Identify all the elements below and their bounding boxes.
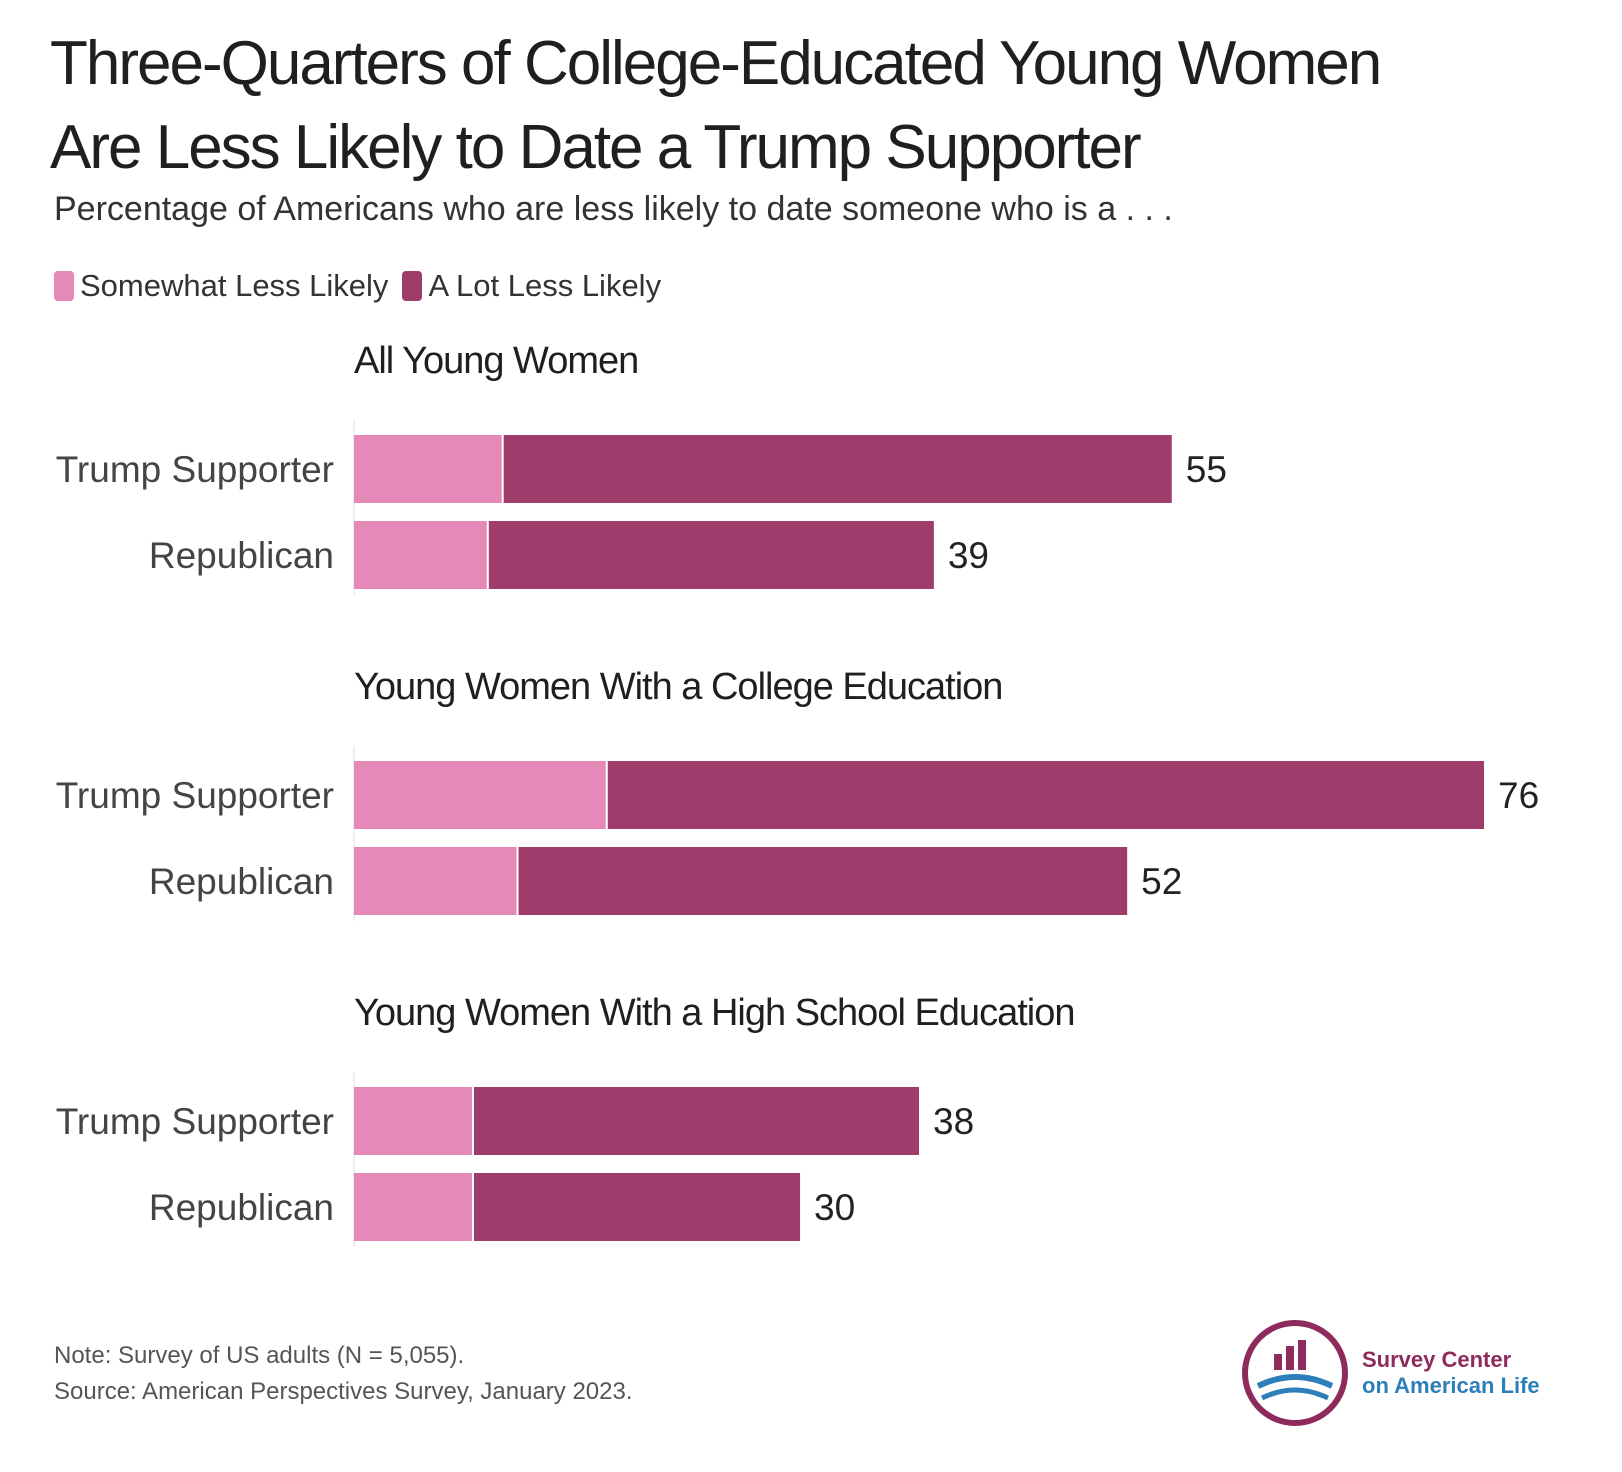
legend-label-alot: A Lot Less Likely [428, 268, 662, 303]
value-label: 38 [933, 1101, 974, 1142]
legend-swatch-somewhat [54, 271, 74, 301]
bar-somewhat [354, 847, 518, 915]
chart-title: Three-Quarters of College-Educated Young… [50, 22, 1530, 190]
category-label: Republican [149, 535, 334, 576]
value-label: 55 [1186, 449, 1227, 490]
logo-line-1: Survey Center [1362, 1347, 1512, 1372]
logo-line-2: on American Life [1362, 1373, 1540, 1398]
bar-somewhat [354, 435, 503, 503]
panel-title: Young Women With a High School Education [354, 992, 1074, 1034]
chart-subtitle: Percentage of Americans who are less lik… [54, 190, 1173, 228]
value-label: 52 [1141, 861, 1182, 902]
bar-alot [472, 1173, 801, 1241]
panel-title: All Young Women [354, 340, 638, 382]
category-label: Trump Supporter [56, 775, 334, 816]
bar-somewhat [354, 1173, 473, 1241]
bar-alot [487, 521, 934, 589]
legend-label-somewhat: Somewhat Less Likely [80, 268, 389, 303]
category-label: Republican [149, 861, 334, 902]
bar-alot [502, 435, 1172, 503]
bar-alot [517, 847, 1128, 915]
value-label: 76 [1498, 775, 1539, 816]
legend-item-somewhat: Somewhat Less Likely [54, 268, 388, 304]
bar-alot [606, 761, 1484, 829]
note-text: Note: Survey of US adults (N = 5,055). [54, 1342, 465, 1369]
legend-item-alot: A Lot Less Likely [402, 268, 661, 304]
category-label: Trump Supporter [56, 1101, 334, 1142]
value-label: 30 [814, 1187, 855, 1228]
value-label: 39 [948, 535, 989, 576]
legend-swatch-alot [402, 271, 423, 301]
logo-text: Survey Center on American Life [1362, 1347, 1540, 1399]
source-text: Source: American Perspectives Survey, Ja… [54, 1378, 633, 1405]
bar-somewhat [354, 761, 607, 829]
bar-alot [472, 1087, 919, 1155]
logo: Survey Center on American Life [1240, 1318, 1540, 1428]
category-label: Trump Supporter [56, 449, 334, 490]
title-line-2: Are Less Likely to Date a Trump Supporte… [50, 113, 1142, 182]
panel-title: Young Women With a College Education [354, 666, 1002, 708]
footer: Note: Survey of US adults (N = 5,055). S… [54, 1338, 633, 1410]
legend: Somewhat Less Likely A Lot Less Likely [54, 268, 675, 304]
survey-center-logo-icon [1242, 1320, 1348, 1426]
title-line-1: Three-Quarters of College-Educated Young… [50, 29, 1382, 98]
bar-somewhat [354, 1087, 473, 1155]
bar-somewhat [354, 521, 488, 589]
bar-chart: All Young Women Trump Supporter 55 Republic… [56, 340, 1539, 1247]
category-label: Republican [149, 1187, 334, 1228]
